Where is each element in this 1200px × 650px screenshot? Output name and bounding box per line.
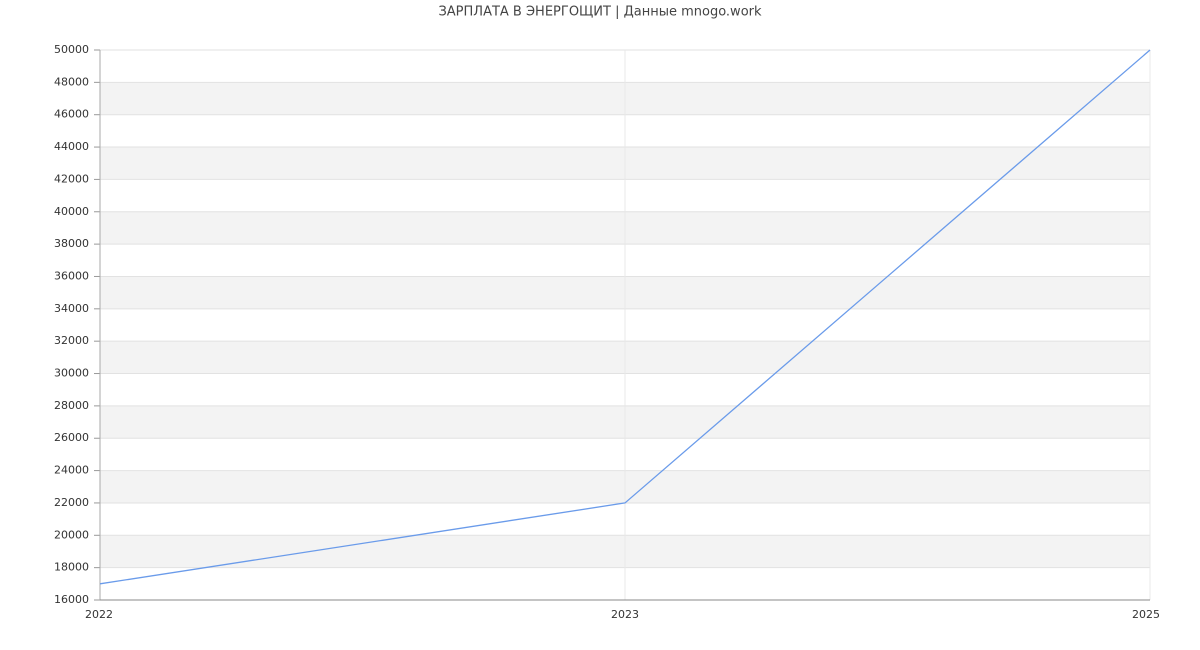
y-tick-label: 36000 bbox=[54, 269, 89, 282]
x-tick-label: 2022 bbox=[85, 608, 113, 621]
y-tick-label: 28000 bbox=[54, 399, 89, 412]
chart-title: ЗАРПЛАТА В ЭНЕРГОЩИТ | Данные mnogo.work bbox=[438, 5, 762, 20]
y-tick-label: 32000 bbox=[54, 334, 89, 347]
y-tick-label: 46000 bbox=[54, 108, 89, 121]
line bbox=[99, 49, 1151, 585]
y-tick-label: 30000 bbox=[54, 367, 89, 380]
y-tick-label: 44000 bbox=[54, 140, 89, 153]
y-tick-label: 20000 bbox=[54, 528, 89, 541]
grid bbox=[99, 49, 1151, 601]
y-tick-label: 42000 bbox=[54, 172, 89, 185]
y-tick-label: 34000 bbox=[54, 302, 89, 315]
y-tick-label: 16000 bbox=[54, 593, 89, 606]
y-tick-label: 38000 bbox=[54, 237, 89, 250]
y-tick-label: 24000 bbox=[54, 464, 89, 477]
y-tick-label: 48000 bbox=[54, 75, 89, 88]
x-tick-label: 2023 bbox=[611, 608, 639, 621]
y-tick-label: 18000 bbox=[54, 561, 89, 574]
x-tick-label: 2025 bbox=[1132, 608, 1160, 621]
y-tick-label: 50000 bbox=[54, 43, 89, 56]
y-tick-label: 40000 bbox=[54, 205, 89, 218]
y-tick-label: 26000 bbox=[54, 431, 89, 444]
y-tick-label: 22000 bbox=[54, 496, 89, 509]
